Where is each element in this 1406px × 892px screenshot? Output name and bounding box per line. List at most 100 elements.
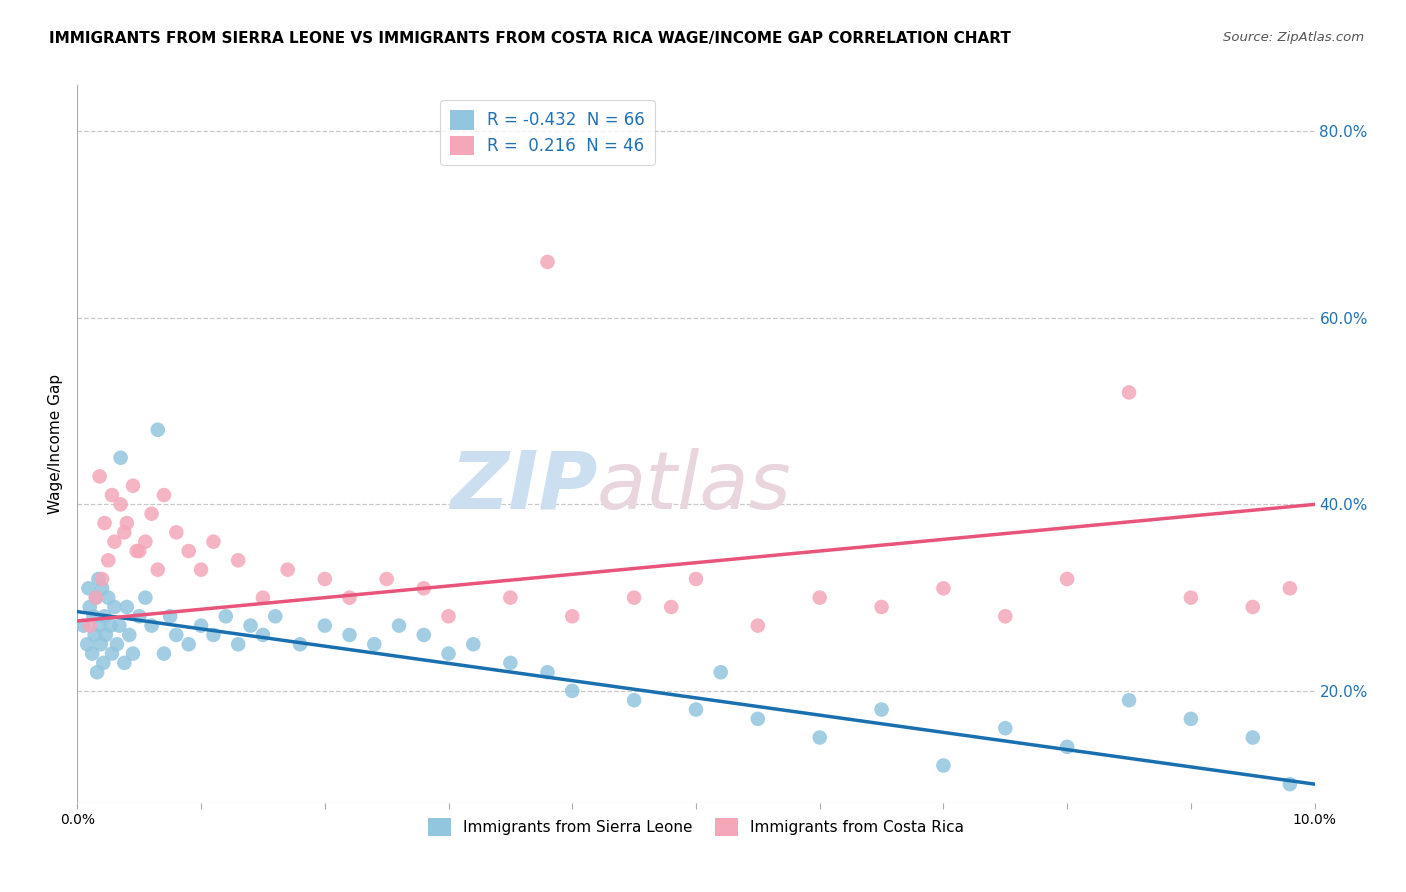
Point [1118,693,1140,707]
Point [91,582,114,596]
Point [103,599,125,614]
Point [112,656,135,670]
Point [288,637,311,651]
Point [1241,731,1264,745]
Point [134,534,156,549]
Point [314,572,336,586]
Point [463,637,485,651]
Legend: Immigrants from Sierra Leone, Immigrants from Costa Rica: Immigrants from Sierra Leone, Immigrants… [422,812,970,842]
Point [252,591,274,605]
Text: ZIP: ZIP [450,448,598,526]
Point [125,544,148,558]
Point [82,647,104,661]
Point [239,618,262,632]
Point [437,609,460,624]
Point [710,665,733,680]
Point [79,618,101,632]
Point [339,591,361,605]
Point [226,553,249,567]
Point [202,534,225,549]
Point [89,618,111,632]
Point [97,553,120,567]
Point [1118,385,1140,400]
Point [252,628,274,642]
Text: Source: ZipAtlas.com: Source: ZipAtlas.com [1223,31,1364,45]
Point [808,591,831,605]
Point [412,582,434,596]
Point [146,563,169,577]
Point [808,731,831,745]
Point [101,647,124,661]
Point [115,599,138,614]
Point [747,618,769,632]
Point [91,656,114,670]
Point [994,721,1017,735]
Point [159,609,181,624]
Point [932,582,955,596]
Point [86,665,108,680]
Point [91,572,114,586]
Point [165,525,187,540]
Point [141,618,163,632]
Point [1278,777,1301,791]
Text: IMMIGRANTS FROM SIERRA LEONE VS IMMIGRANTS FROM COSTA RICA WAGE/INCOME GAP CORRE: IMMIGRANTS FROM SIERRA LEONE VS IMMIGRAN… [49,31,1011,46]
Point [536,255,558,269]
Point [202,628,225,642]
Point [747,712,769,726]
Point [101,488,124,502]
Point [115,516,138,530]
Point [190,618,212,632]
Point [177,544,200,558]
Point [499,591,522,605]
Point [97,591,120,605]
Point [412,628,434,642]
Point [103,534,125,549]
Point [685,572,707,586]
Point [112,525,135,540]
Point [215,609,238,624]
Point [82,609,104,624]
Point [93,609,115,624]
Point [536,665,558,680]
Point [177,637,200,651]
Point [79,599,101,614]
Point [128,609,150,624]
Point [1278,582,1301,596]
Point [153,647,176,661]
Point [388,618,411,632]
Point [165,628,187,642]
Point [87,572,110,586]
Point [1180,591,1202,605]
Point [146,423,169,437]
Point [363,637,385,651]
Point [108,618,131,632]
Point [685,702,707,716]
Point [118,628,141,642]
Point [314,618,336,632]
Point [932,758,955,772]
Point [870,702,893,716]
Point [1241,599,1264,614]
Point [437,647,460,661]
Text: atlas: atlas [598,448,792,526]
Point [110,450,132,465]
Point [122,647,145,661]
Point [141,507,163,521]
Point [190,563,212,577]
Point [1056,572,1078,586]
Point [339,628,361,642]
Point [93,516,115,530]
Point [76,637,98,651]
Point [1180,712,1202,726]
Point [128,544,150,558]
Point [105,637,128,651]
Point [1056,739,1078,754]
Point [870,599,893,614]
Point [89,469,111,483]
Point [623,591,645,605]
Point [134,591,156,605]
Point [110,497,132,511]
Point [153,488,176,502]
Point [994,609,1017,624]
Y-axis label: Wage/Income Gap: Wage/Income Gap [48,374,63,514]
